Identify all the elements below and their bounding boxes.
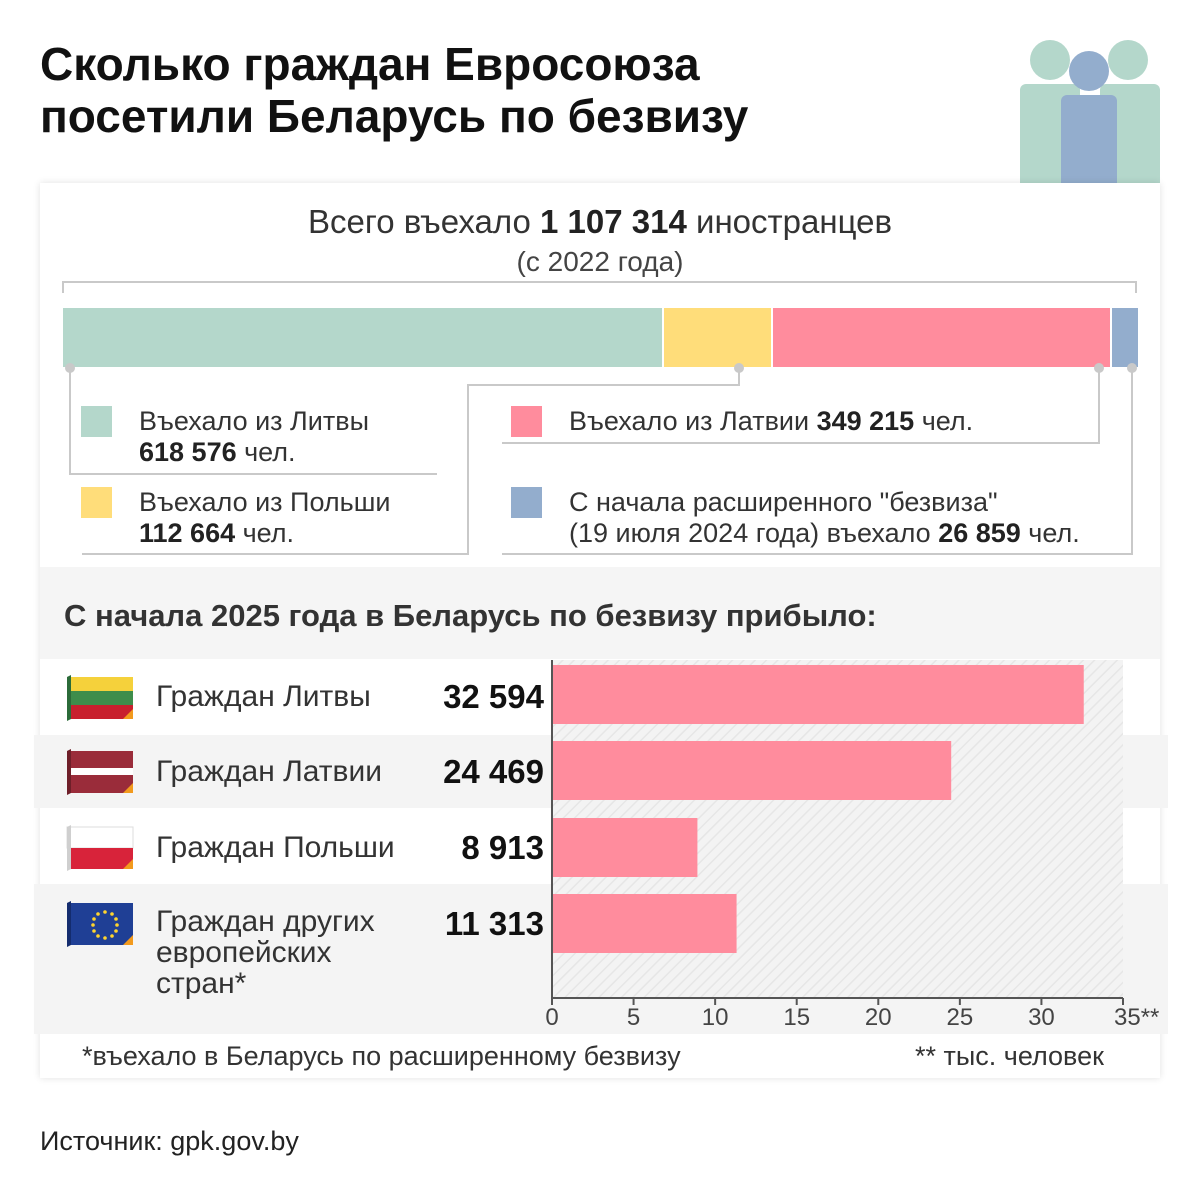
legend-poland-value: 112 664 <box>139 518 236 548</box>
total-bracket <box>62 281 1137 293</box>
stack-segment-0 <box>63 308 662 367</box>
total-heading: Всего въехало 1 107 314 иностранцев <box>0 203 1200 241</box>
person-right-head <box>1108 40 1148 80</box>
legend-lithuania-unit: чел. <box>236 437 296 467</box>
stack-segment-1 <box>663 308 771 367</box>
legend-lithuania: Въехало из Литвы 618 576 чел. <box>139 406 369 468</box>
row-label-other: Граждан других европейских стран* <box>156 906 375 999</box>
footnote-right: ** тыс. человек <box>915 1041 1104 1071</box>
legend-latvia-value: 349 215 <box>816 406 915 436</box>
row-value-other: 11 313 <box>444 905 544 942</box>
legend-swatch-lithuania <box>81 406 112 437</box>
legend-extended: С начала расширенного "безвиза" (19 июля… <box>569 487 1080 549</box>
legend-latvia: Въехало из Латвии 349 215 чел. <box>569 406 973 437</box>
legend-lithuania-text: Въехало из Литвы <box>139 406 369 436</box>
stack-segment-3 <box>1111 308 1138 367</box>
legend-extended-unit: чел. <box>1020 518 1080 548</box>
people-group-icon <box>1020 40 1160 211</box>
row-label-line: Граждан других <box>156 905 375 938</box>
row-label-line: Граждан Польши <box>156 831 395 864</box>
title-line-1: Сколько граждан Евросоюза <box>40 38 700 90</box>
legend-extended-text: С начала расширенного "безвиза" <box>569 487 998 517</box>
page-title: Сколько граждан Евросоюза посетили Белар… <box>40 38 748 142</box>
legend-swatch-poland <box>81 487 112 518</box>
person-center-body <box>1061 95 1117 211</box>
total-prefix: Всего въехало <box>308 203 541 240</box>
latvia-flag-icon <box>67 749 133 795</box>
total-suffix: иностранцев <box>686 203 892 240</box>
legend-extended-value: 26 859 <box>938 518 1021 548</box>
title-line-2: посетили Беларусь по безвизу <box>40 90 749 142</box>
stacked-bar <box>63 308 1138 367</box>
lithuania-flag-icon <box>67 675 133 721</box>
legend-swatch-extended <box>511 487 542 518</box>
row-label-line: Граждан Литвы <box>156 680 371 713</box>
legend-extended-text-2: (19 июля 2024 года) въехало <box>569 518 939 548</box>
section-header-band <box>40 567 1160 659</box>
legend-lithuania-value: 618 576 <box>139 437 237 467</box>
row-label-line: стран* <box>156 967 247 1000</box>
eu-flag-icon <box>67 901 133 947</box>
poland-flag-icon <box>66 825 134 871</box>
source-credit: Источник: gpk.gov.by <box>40 1126 299 1156</box>
footnote-left: *въехало в Беларусь по расширенному безв… <box>82 1041 681 1071</box>
legend-poland: Въехало из Польши 112 664 чел. <box>139 487 390 549</box>
row-label-latvia: Граждан Латвии <box>156 756 382 787</box>
legend-latvia-text: Въехало из Латвии <box>569 406 817 436</box>
total-subtitle: (с 2022 года) <box>516 246 684 277</box>
row-value-latvia: 24 469 <box>443 753 544 790</box>
legend-poland-text: Въехало из Польши <box>139 487 391 517</box>
legend-swatch-latvia <box>511 406 542 437</box>
row-label-line: европейских <box>156 936 332 969</box>
person-center-head <box>1069 51 1109 91</box>
row-label-lithuania: Граждан Литвы <box>156 681 371 712</box>
legend-poland-unit: чел. <box>235 518 295 548</box>
row-value-poland: 8 913 <box>461 829 544 866</box>
row-label-line: Граждан Латвии <box>156 755 382 788</box>
stack-segment-2 <box>772 308 1110 367</box>
legend-latvia-unit: чел. <box>914 406 974 436</box>
section-title: С начала 2025 года в Беларусь по безвизу… <box>64 598 877 633</box>
person-left-head <box>1030 40 1070 80</box>
total-value: 1 107 314 <box>540 203 687 240</box>
row-label-poland: Граждан Польши <box>156 832 395 863</box>
row-value-lithuania: 32 594 <box>443 678 544 715</box>
